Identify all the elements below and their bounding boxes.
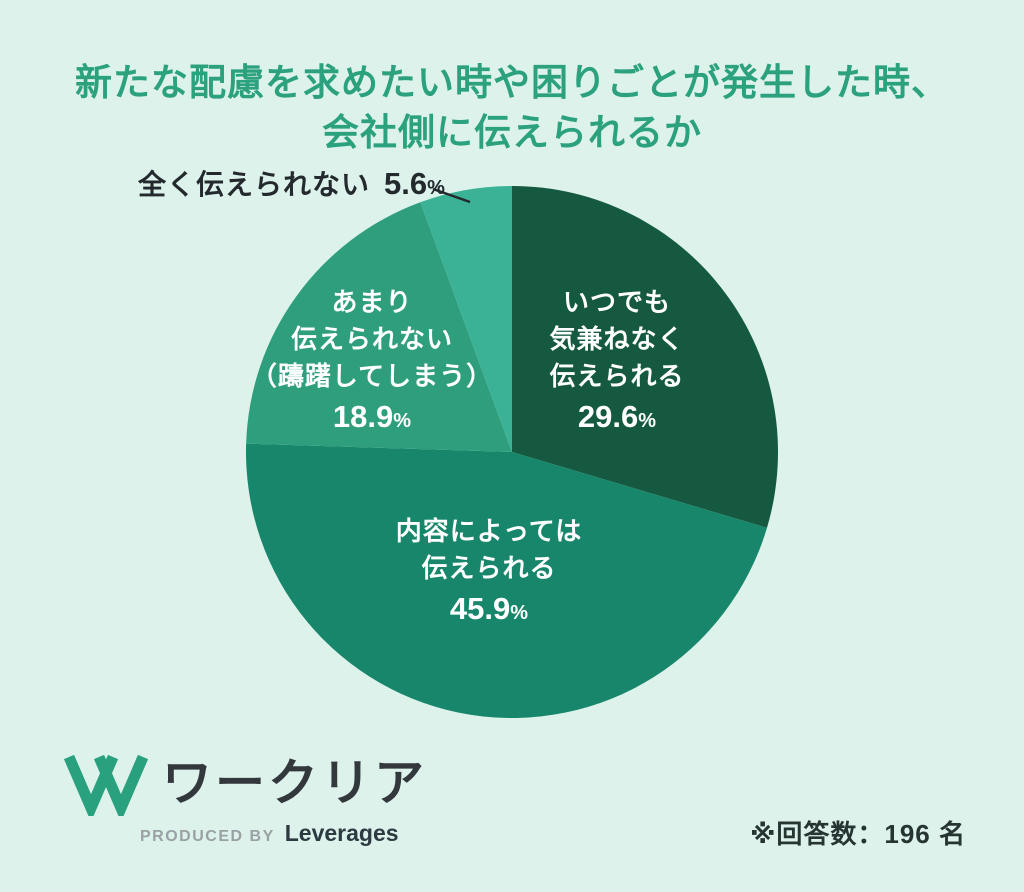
logo-wordmark: ワークリア: [162, 755, 427, 811]
chart-title-line2: 会社側に伝えられるか: [322, 112, 702, 153]
slice-label-never: 全く伝えられない 5.6%: [138, 167, 445, 205]
slice-label-depends: 内容によっては 伝えられる 45.9%: [396, 513, 582, 632]
percent-sign: %: [510, 602, 529, 624]
slice-percent-value: 18.9: [332, 399, 394, 434]
slice-label-hesitant: あまり 伝えられない （躊躇してしまう） 18.9%: [251, 284, 493, 440]
slice-percent-value: 29.6: [577, 399, 639, 434]
pie-slice-2: [246, 202, 512, 452]
workclear-w-icon: [63, 754, 149, 816]
slice-label-line: 伝えられない: [290, 324, 454, 354]
slice-label-line: いつでも: [562, 287, 672, 317]
chart-title: 新たな配慮を求めたい時や困りごとが発生した時、 会社側に伝えられるか: [0, 58, 1024, 158]
slice-label-line: （躊躇してしまう）: [250, 361, 494, 391]
slice-label-line: 気兼ねなく: [549, 324, 685, 354]
slice-percent: 29.6%: [549, 398, 684, 440]
pie-slice-3: [420, 186, 512, 452]
produced-by-row: PRODUCED BY Leverages: [140, 820, 427, 847]
respondents-note: ※回答数：196 名: [750, 819, 966, 849]
callout-leader-line: [432, 187, 471, 204]
percent-sign: %: [638, 410, 657, 432]
slice-label-always: いつでも 気兼ねなく 伝えられる 29.6%: [549, 284, 684, 440]
slice-percent-value: 45.9: [449, 591, 511, 626]
slice-label-line: 伝えられる: [421, 553, 557, 583]
chart-title-line1: 新たな配慮を求めたい時や困りごとが発生した時、: [75, 62, 949, 103]
slice-percent: 5.6%: [384, 167, 445, 205]
percent-sign: %: [393, 410, 412, 432]
pie-slice-0: [512, 186, 778, 528]
slice-label-line: 内容によっては: [395, 516, 583, 546]
produced-by-label: PRODUCED BY: [140, 828, 275, 845]
slice-label-line: 全く伝えられない: [138, 169, 371, 200]
workclear-logo: ワークリア PRODUCED BY Leverages: [62, 750, 427, 847]
slice-percent-value: 5.6: [384, 166, 428, 201]
slice-percent: 45.9%: [396, 590, 582, 632]
pie-slice-1: [246, 443, 767, 719]
slice-percent: 18.9%: [251, 398, 493, 440]
slice-label-line: あまり: [331, 287, 413, 317]
pie-slices: [246, 186, 778, 719]
percent-sign: %: [427, 177, 445, 199]
slice-label-line: 伝えられる: [549, 361, 685, 391]
producer-name: Leverages: [284, 820, 399, 846]
